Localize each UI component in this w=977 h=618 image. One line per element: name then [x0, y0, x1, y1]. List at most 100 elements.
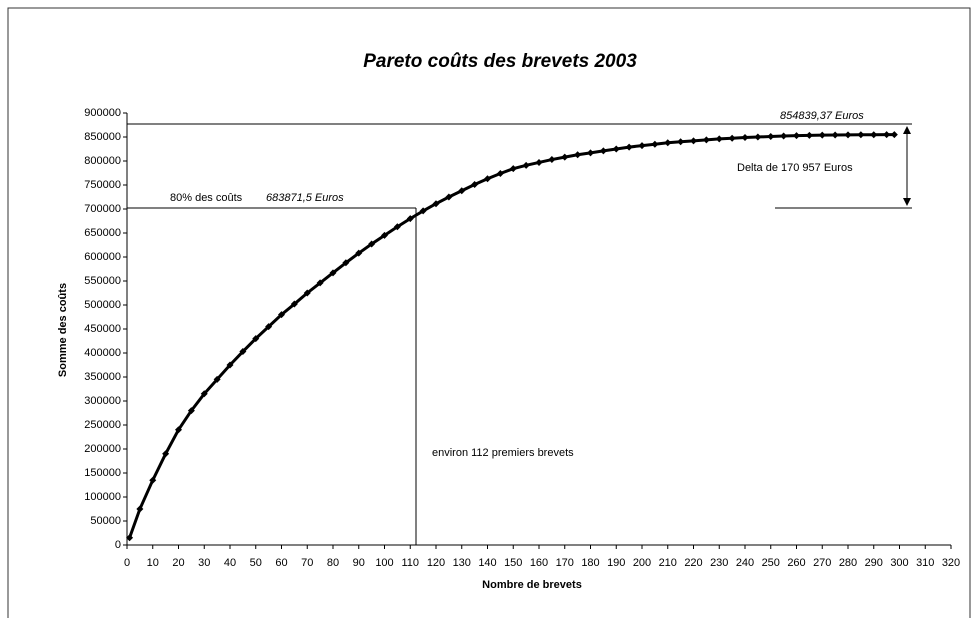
annotation: 683871,5 Euros	[266, 192, 344, 204]
y-tick-label: 400000	[84, 347, 121, 359]
x-tick-label: 250	[762, 557, 780, 569]
x-tick-label: 300	[890, 557, 908, 569]
annotation: Delta de 170 957 Euros	[737, 162, 853, 174]
point	[406, 215, 414, 223]
point	[303, 289, 311, 297]
point	[368, 240, 376, 248]
x-tick-label: 0	[124, 557, 130, 569]
point	[432, 200, 440, 208]
point	[612, 145, 620, 153]
annotation: 854839,37 Euros	[780, 110, 864, 122]
annotation: environ 112 premiers brevets	[432, 447, 574, 459]
x-tick-label: 20	[172, 557, 184, 569]
chart-title: Pareto coûts des brevets 2003	[363, 51, 637, 72]
point	[690, 137, 697, 145]
y-tick-label: 0	[115, 539, 121, 551]
x-tick-label: 80	[327, 557, 339, 569]
point	[136, 505, 144, 513]
point	[677, 138, 685, 146]
y-tick-label: 900000	[84, 107, 121, 119]
y-tick-label: 600000	[84, 251, 121, 263]
annotation-lines	[127, 123, 912, 545]
y-tick-label: 750000	[84, 179, 121, 191]
point	[767, 133, 775, 141]
point	[741, 133, 749, 141]
y-tick-label: 450000	[84, 323, 121, 335]
point	[187, 407, 195, 415]
frame	[7, 7, 971, 618]
point	[599, 147, 607, 155]
y-axis-label: Somme des coûts	[57, 283, 69, 377]
point	[162, 450, 170, 458]
point	[818, 131, 826, 139]
point	[496, 169, 504, 177]
y-tick-label: 550000	[84, 275, 121, 287]
x-tick-label: 210	[659, 557, 677, 569]
point	[638, 142, 646, 150]
y-tick-label: 250000	[84, 419, 121, 431]
point	[702, 136, 710, 144]
point	[574, 151, 582, 159]
curve	[128, 133, 895, 539]
point	[780, 132, 788, 140]
point	[484, 175, 491, 183]
x-tick-label: 240	[736, 557, 754, 569]
x-axis-label: Nombre de brevets	[482, 579, 582, 591]
x-tick-label: 50	[250, 557, 262, 569]
point	[445, 193, 453, 201]
point	[522, 161, 530, 169]
point	[857, 131, 865, 139]
point	[870, 131, 878, 139]
point	[793, 132, 800, 140]
point	[278, 311, 285, 319]
point	[471, 181, 479, 189]
point	[175, 426, 182, 434]
y-tick-label: 850000	[84, 131, 121, 143]
point	[393, 223, 401, 231]
y-tick-label: 200000	[84, 443, 121, 455]
point	[509, 165, 517, 173]
point	[213, 375, 221, 383]
x-tick-label: 260	[787, 557, 805, 569]
point	[587, 149, 594, 157]
point	[625, 143, 633, 151]
point	[126, 534, 134, 542]
x-tick-label: 60	[275, 557, 287, 569]
y-tick-label: 50000	[90, 515, 121, 527]
arrow-heads	[903, 126, 911, 206]
y-tick-label: 100000	[84, 491, 121, 503]
x-tick-label: 120	[427, 557, 445, 569]
x-tick-label: 190	[607, 557, 625, 569]
x-tick-label: 220	[684, 557, 702, 569]
point	[651, 140, 659, 148]
x-tick-label: 280	[839, 557, 857, 569]
x-tick-label: 110	[401, 557, 419, 569]
point	[355, 249, 363, 257]
x-tick-label: 200	[633, 557, 651, 569]
point	[226, 361, 234, 369]
point	[535, 158, 543, 166]
point	[200, 390, 208, 398]
x-tick-label: 170	[556, 557, 574, 569]
x-tick-label: 10	[147, 557, 159, 569]
point	[664, 139, 672, 147]
point	[883, 131, 891, 139]
point	[831, 131, 839, 139]
point	[342, 259, 350, 267]
x-tick-label: 30	[198, 557, 210, 569]
y-tick-label: 650000	[84, 227, 121, 239]
y-tick-label: 500000	[84, 299, 121, 311]
point	[419, 207, 427, 215]
point	[844, 131, 852, 139]
point	[239, 348, 247, 356]
x-tick-label: 180	[581, 557, 599, 569]
x-tick-label: 140	[478, 557, 496, 569]
point	[316, 279, 324, 287]
x-tick-label: 130	[453, 557, 471, 569]
y-tick-label: 700000	[84, 203, 121, 215]
x-tick-label: 230	[710, 557, 728, 569]
annotation: 80% des coûts	[170, 192, 243, 204]
x-tick-label: 150	[504, 557, 522, 569]
point	[329, 269, 337, 277]
